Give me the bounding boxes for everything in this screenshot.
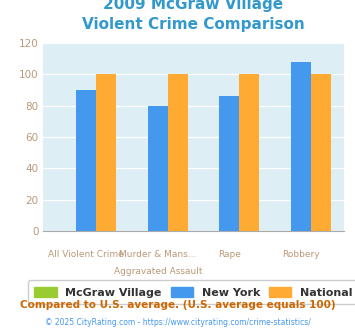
Bar (96, 74, 116, 231)
Text: All Violent Crime: All Violent Crime (48, 250, 124, 259)
Text: Robbery: Robbery (282, 250, 320, 259)
Bar (148, 106, 168, 231)
Bar (76, 90, 96, 231)
Bar (219, 96, 239, 231)
Text: Rape: Rape (218, 250, 241, 259)
Text: Murder & Mans...: Murder & Mans... (119, 250, 196, 259)
Bar (168, 74, 188, 231)
Text: © 2025 CityRating.com - https://www.cityrating.com/crime-statistics/: © 2025 CityRating.com - https://www.city… (45, 318, 310, 327)
Title: 2009 McGraw Village
Violent Crime Comparison: 2009 McGraw Village Violent Crime Compar… (82, 0, 305, 32)
Text: Aggravated Assault: Aggravated Assault (114, 267, 202, 276)
Text: Compared to U.S. average. (U.S. average equals 100): Compared to U.S. average. (U.S. average … (20, 300, 335, 310)
Bar (291, 62, 311, 231)
Legend: McGraw Village, New York, National: McGraw Village, New York, National (28, 280, 355, 305)
Bar (239, 74, 259, 231)
Bar (311, 74, 331, 231)
